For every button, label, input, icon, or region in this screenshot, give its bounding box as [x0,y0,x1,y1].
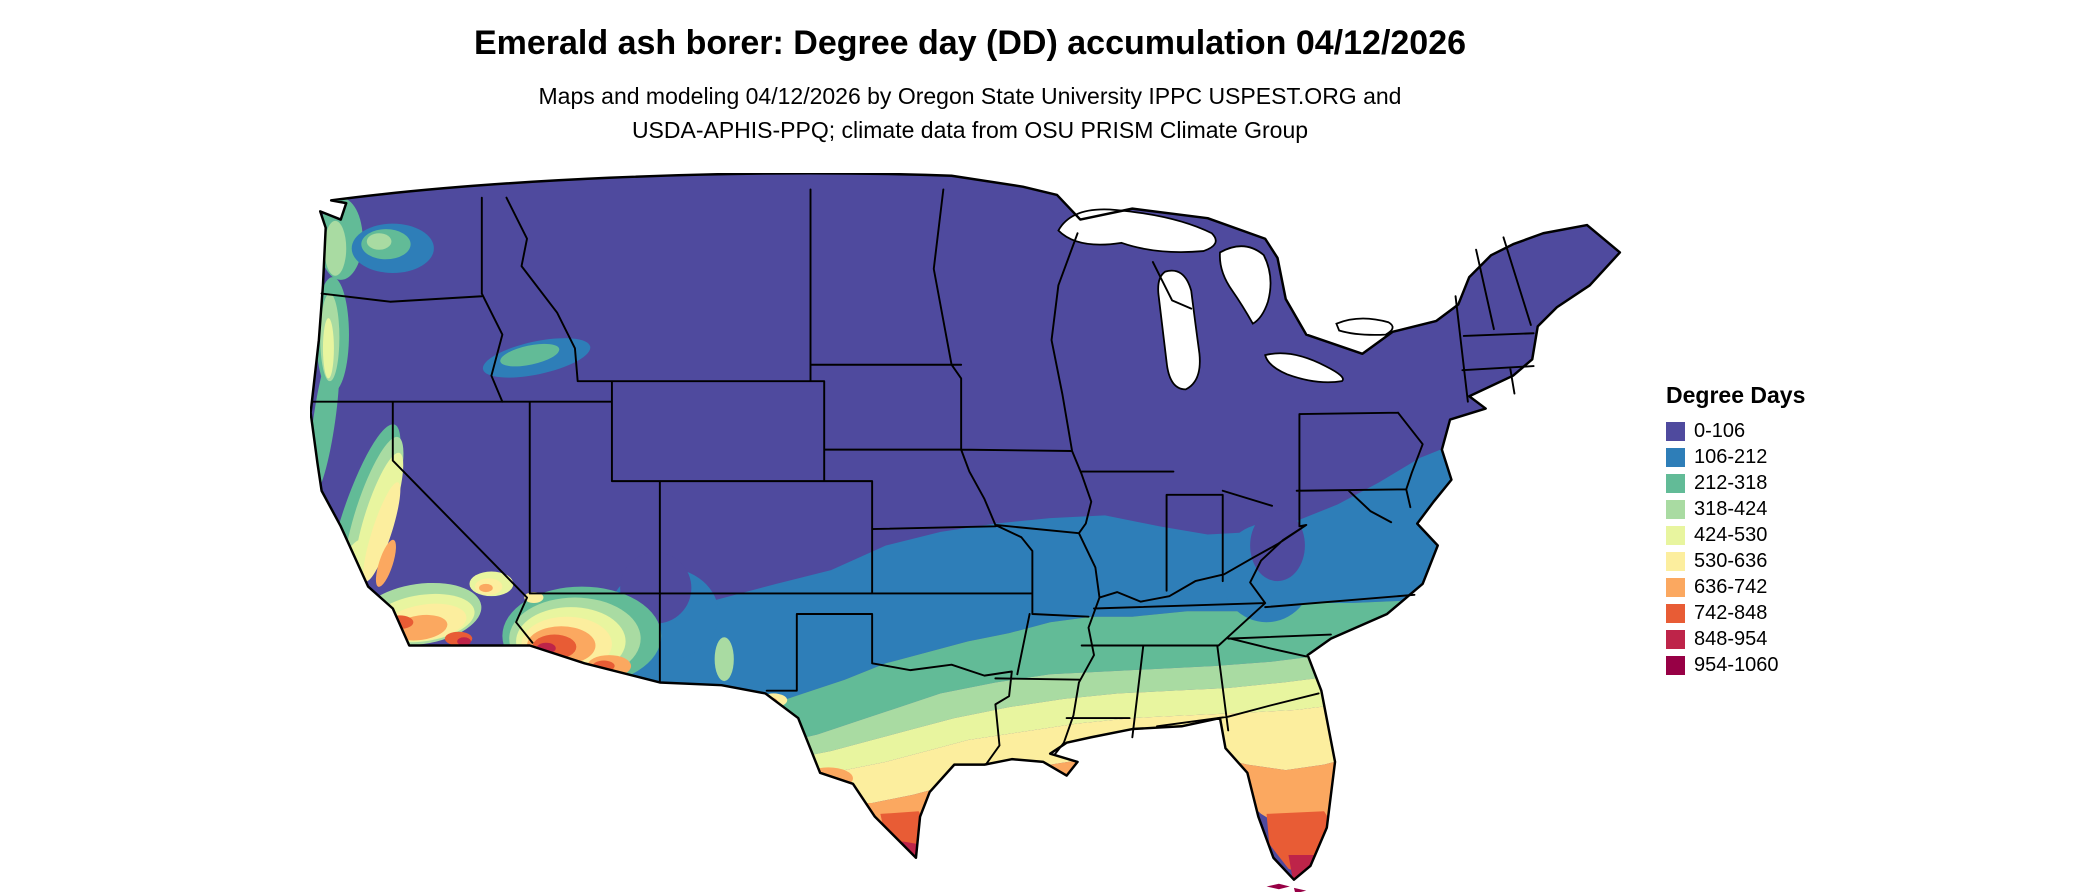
florida-keys [1266,883,1307,892]
dd-band-area [524,592,544,604]
legend-item: 0-106 [1666,421,1805,441]
legend-item: 106-212 [1666,447,1805,467]
legend-swatch [1666,421,1685,441]
subtitle-line-1: Maps and modeling 04/12/2026 by Oregon S… [538,83,1402,109]
dd-band-area [366,233,392,250]
dd-band-area [1266,883,1290,890]
legend-label: 424-530 [1694,524,1768,546]
legend-swatch [1666,551,1685,571]
us-outline [310,173,1622,881]
legend-label: 106-212 [1694,446,1768,468]
legend-label: 530-636 [1694,550,1768,572]
legend-label: 954-1060 [1694,654,1779,676]
dd-band-area [516,649,1516,760]
dd-band-area [500,343,560,367]
dd-band-area [529,668,1516,779]
subtitle-line-2: USDA-APHIS-PPQ; climate data from OSU PR… [631,117,1309,143]
legend-item: 530-636 [1666,551,1805,571]
great-lakes [1057,208,1394,391]
legend-label: 0-106 [1694,420,1746,442]
legend-item: 848-954 [1666,629,1805,649]
dd-band-area [502,435,1516,710]
legend-item: 212-318 [1666,473,1805,493]
legend-items: 0-106 106-212 212-318 318-424 424-530 530-636… [1666,421,1805,675]
dd-band-area [479,583,493,593]
state-borders [312,188,1535,766]
dd-band-area [529,696,1516,803]
dd-band-area [880,811,932,862]
dd-band-area [714,637,734,682]
legend: Degree Days 0-106 106-212 212-318 318-424 42… [1666,382,1805,681]
legend-item: 742-848 [1666,603,1805,623]
map-canvas [310,173,1626,892]
dd-bands [310,173,1620,880]
dd-band-area [363,482,401,582]
lake-huron [1218,245,1272,325]
legend-item: 636-742 [1666,577,1805,597]
legend-swatch [1666,499,1685,519]
legend-item: 424-530 [1666,525,1805,545]
legend-swatch [1666,603,1685,623]
dd-band-area [375,539,396,587]
legend-item: 318-424 [1666,499,1805,519]
lake-erie [1264,352,1344,384]
legend-swatch [1666,577,1685,597]
legend-swatch [1666,525,1685,545]
legend-item: 954-1060 [1666,655,1805,675]
dd-band-area [457,637,471,646]
lake-superior [1057,208,1217,253]
legend-label: 636-742 [1694,576,1768,598]
dd-band-area [803,767,853,790]
dd-band-area [324,220,347,276]
legend-swatch [1666,655,1685,675]
lake-ontario [1335,317,1394,336]
dd-band-area [1293,887,1307,892]
legend-label: 318-424 [1694,498,1768,520]
legend-label: 212-318 [1694,472,1768,494]
legend-swatch [1666,473,1685,493]
legend-swatch [1666,629,1685,649]
dd-band-area [902,841,926,865]
page-title: Emerald ash borer: Degree day (DD) accum… [473,24,1467,62]
dd-band-area [322,318,334,379]
legend-swatch [1666,447,1685,467]
legend-label: 848-954 [1694,628,1768,650]
legend-label: 742-848 [1694,602,1768,624]
map-header: Emerald ash borer: Degree day (DD) accum… [0,24,1940,147]
us-degree-day-map [310,173,1622,892]
lake-michigan [1157,269,1201,391]
legend-title: Degree Days [1666,382,1806,408]
